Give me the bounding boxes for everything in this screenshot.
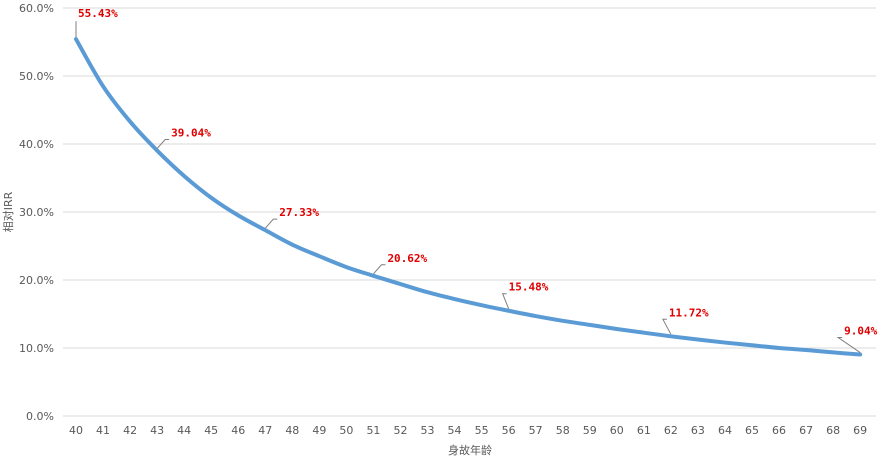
x-tick-label: 61	[637, 424, 651, 437]
series-line	[74, 37, 863, 357]
x-tick-label: 47	[258, 424, 272, 437]
x-tick-label: 49	[312, 424, 326, 437]
x-tick-label: 67	[799, 424, 813, 437]
x-tick-label: 60	[610, 424, 624, 437]
x-tick-label: 55	[475, 424, 489, 437]
x-tick-label: 42	[123, 424, 137, 437]
x-tick-label: 50	[339, 424, 353, 437]
y-tick-label: 0.0%	[26, 410, 54, 423]
x-tick-label: 68	[826, 424, 840, 437]
y-tick-label: 30.0%	[19, 206, 54, 219]
data-label: 20.62%	[387, 252, 427, 265]
x-axis-title: 身故年龄	[448, 443, 492, 457]
series-layer	[74, 37, 863, 357]
x-tick-label: 40	[69, 424, 83, 437]
x-tick-label: 66	[772, 424, 786, 437]
x-tick-label: 54	[448, 424, 462, 437]
x-tick-label: 45	[204, 424, 218, 437]
x-tick-label: 63	[691, 424, 705, 437]
data-labels: 55.43% 39.04% 27.33% 20.62% 15.48% 11.72% 9.04…	[75, 7, 878, 353]
x-tick-label: 52	[393, 424, 407, 437]
x-tick-label: 65	[745, 424, 759, 437]
y-axis-ticks: 0.0% 10.0% 20.0% 30.0% 40.0% 50.0% 60.0%	[19, 2, 54, 423]
y-tick-label: 60.0%	[19, 2, 54, 15]
label-leader-line	[156, 139, 170, 149]
label-leader-line	[501, 293, 510, 309]
data-label: 9.04%	[844, 325, 877, 338]
x-tick-label: 59	[583, 424, 597, 437]
label-leader-line	[836, 337, 861, 353]
y-tick-label: 10.0%	[19, 342, 54, 355]
x-tick-label: 46	[231, 424, 245, 437]
data-label: 11.72%	[669, 306, 709, 319]
x-tick-label: 69	[853, 424, 867, 437]
x-tick-label: 57	[529, 424, 543, 437]
x-tick-label: 43	[150, 424, 164, 437]
x-tick-label: 51	[366, 424, 380, 437]
x-tick-label: 41	[96, 424, 110, 437]
x-tick-label: 56	[502, 424, 516, 437]
x-tick-label: 58	[556, 424, 570, 437]
y-tick-label: 40.0%	[19, 138, 54, 151]
label-leader-line	[662, 318, 672, 335]
x-tick-label: 48	[285, 424, 299, 437]
data-label: 55.43%	[78, 7, 118, 20]
x-tick-label: 64	[718, 424, 732, 437]
gridlines	[63, 7, 876, 417]
x-tick-label: 53	[421, 424, 435, 437]
x-tick-label: 62	[664, 424, 678, 437]
data-label: 27.33%	[279, 206, 319, 219]
label-leader-line	[373, 264, 386, 275]
data-label: 15.48%	[509, 281, 549, 294]
data-label: 39.04%	[171, 127, 211, 140]
label-leader-line	[264, 218, 278, 229]
x-axis-ticks: 40 41 42 43 44 45 46 47 48 49 50 51 52 53 54 55 56 57 58 59…	[69, 424, 867, 437]
y-axis-title: 相对IRR	[1, 191, 15, 232]
x-tick-label: 44	[177, 424, 191, 437]
y-tick-label: 50.0%	[19, 70, 54, 83]
y-tick-label: 20.0%	[19, 274, 54, 287]
